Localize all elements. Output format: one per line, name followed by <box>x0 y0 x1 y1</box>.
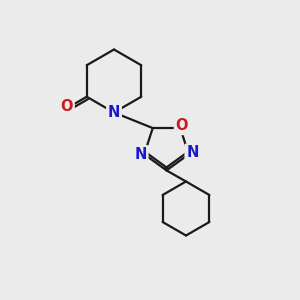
Text: O: O <box>176 118 188 134</box>
Text: N: N <box>134 147 147 162</box>
Text: O: O <box>61 99 73 114</box>
Text: N: N <box>186 145 199 160</box>
Text: N: N <box>108 105 120 120</box>
